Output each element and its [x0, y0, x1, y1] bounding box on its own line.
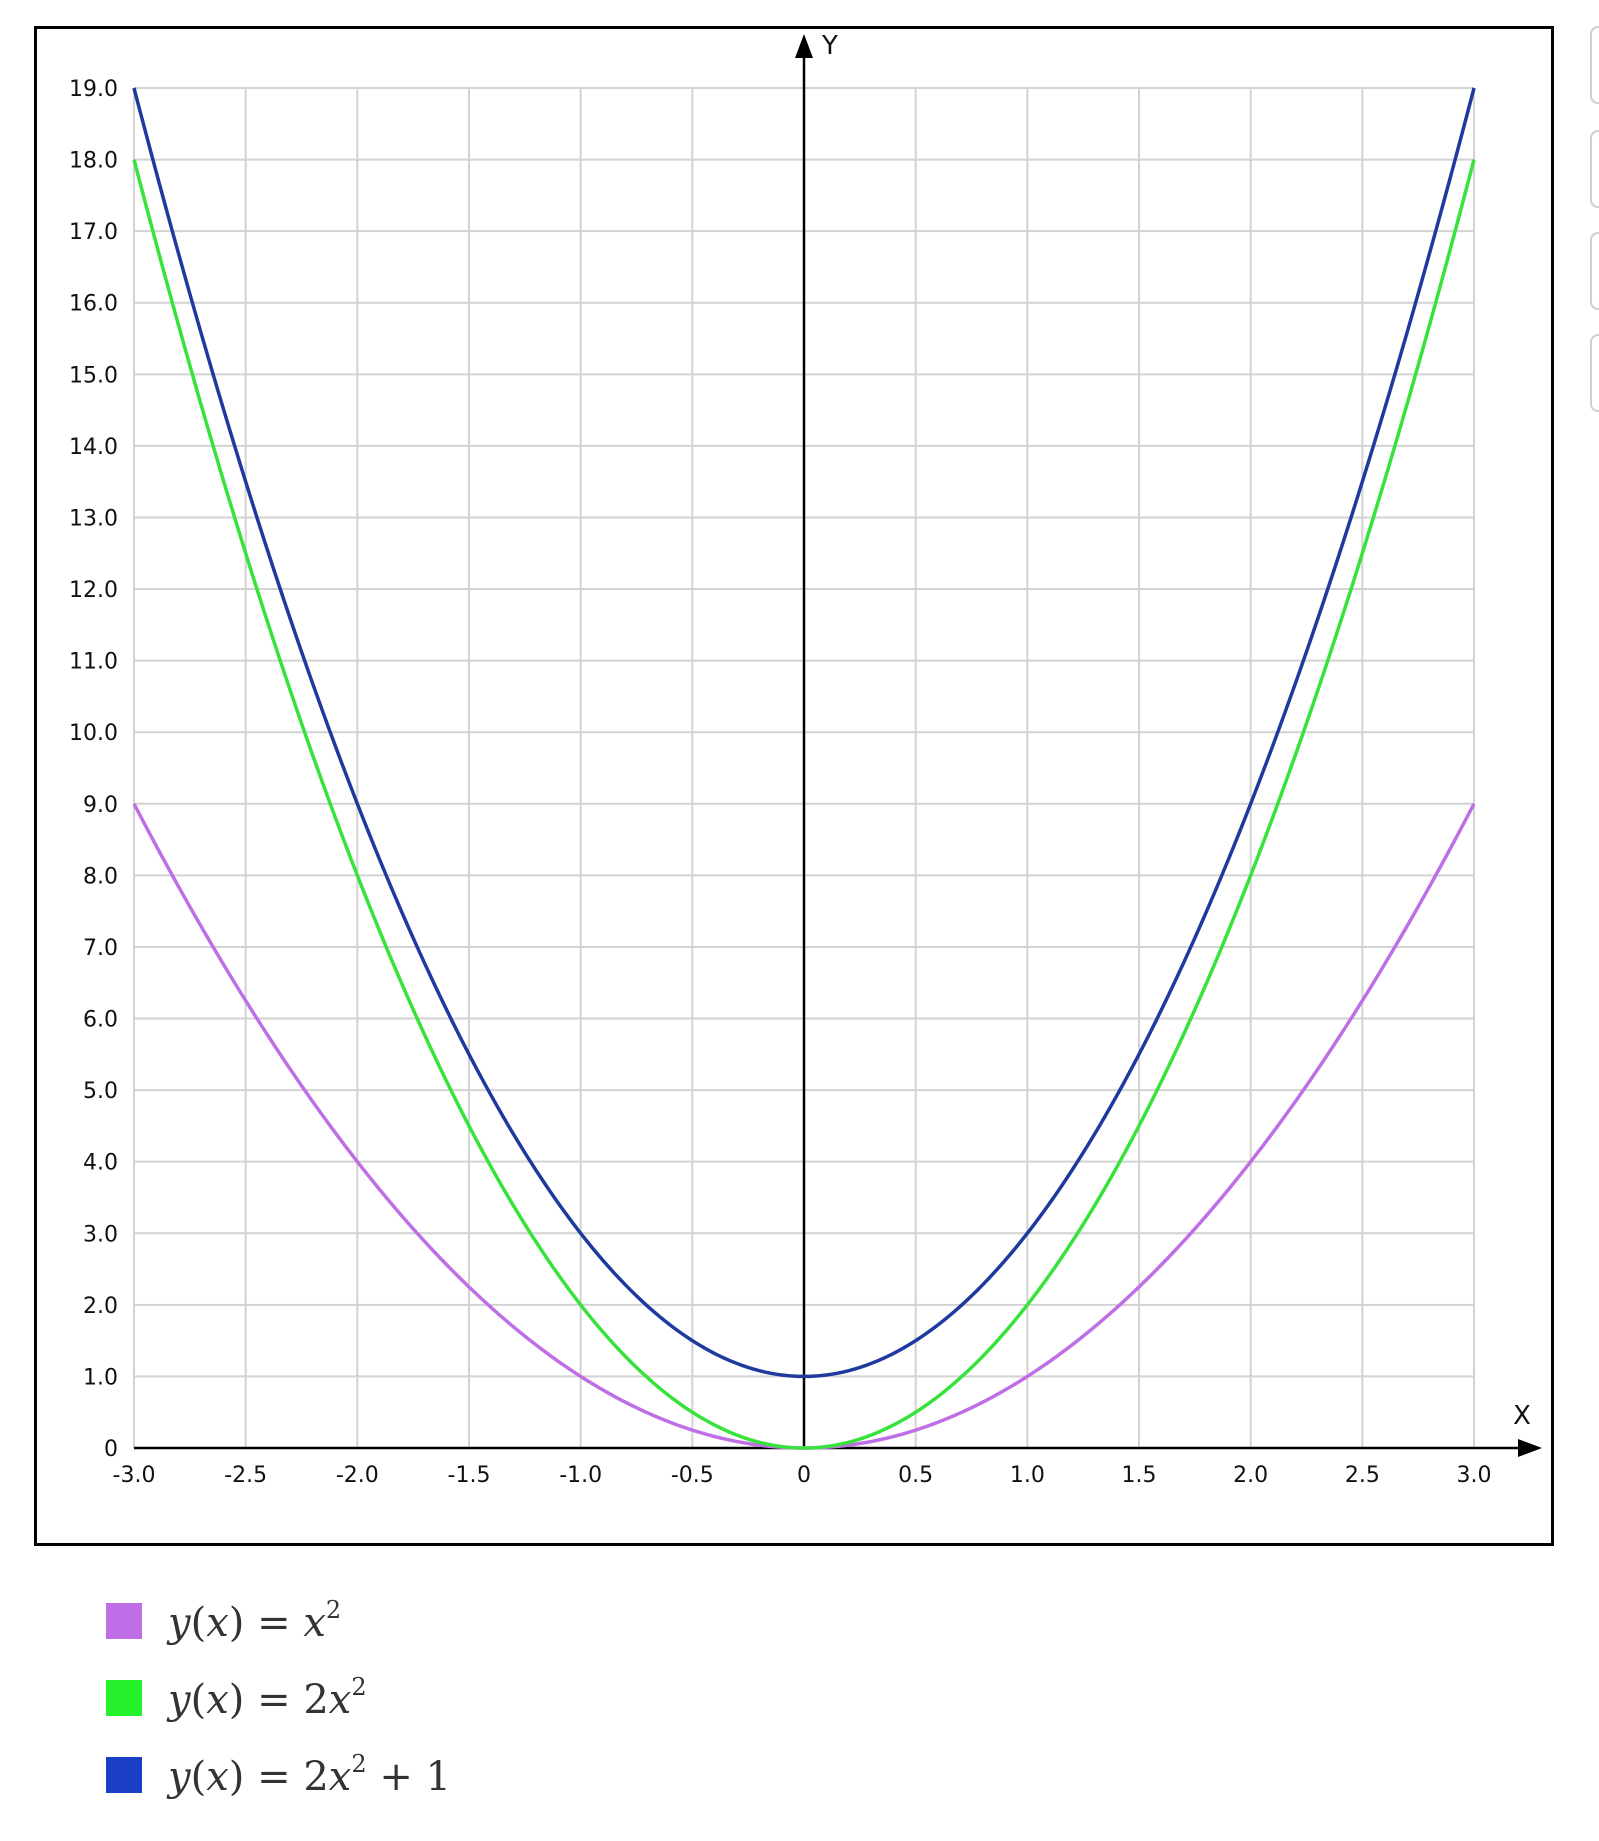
x-tick-label: 1.5: [1122, 1463, 1157, 1488]
series-line-2: [132, 159, 1476, 1450]
y-tick-label: 8.0: [83, 864, 118, 889]
legend-entry: y(x) = 2x2 + 1: [106, 1750, 451, 1800]
y-tick-label: 4.0: [83, 1151, 118, 1176]
y-tick-label: 13.0: [69, 506, 118, 531]
y-tick-label: 0: [104, 1437, 118, 1462]
axes: XY: [134, 31, 1542, 1457]
legend-label: y(x) = x2: [168, 1596, 342, 1646]
legend-entry: y(x) = 2x2: [106, 1673, 367, 1723]
legend-swatch: [106, 1603, 142, 1639]
side-panel-button[interactable]: [1590, 130, 1599, 208]
x-tick-label: -1.0: [559, 1463, 602, 1488]
x-tick-label: -3.0: [113, 1463, 156, 1488]
y-tick-label: 12.0: [69, 578, 118, 603]
y-tick-label: 9.0: [83, 793, 118, 818]
x-tick-label: 3.0: [1457, 1463, 1492, 1488]
legend-entry: y(x) = x2: [106, 1596, 341, 1646]
y-tick-label: 16.0: [69, 292, 118, 317]
y-tick-label: 3.0: [83, 1222, 118, 1247]
y-tick-label: 2.0: [83, 1294, 118, 1319]
side-panel-button[interactable]: [1590, 334, 1599, 412]
y-tick-label: 17.0: [69, 220, 118, 245]
x-axis-label: X: [1513, 1401, 1531, 1431]
x-tick-label: 1.0: [1010, 1463, 1045, 1488]
y-tick-label: 10.0: [69, 721, 118, 746]
x-tick-label: 2.5: [1345, 1463, 1380, 1488]
side-panel-button[interactable]: [1590, 26, 1599, 104]
y-tick-label: 7.0: [83, 936, 118, 961]
x-tick-label: 0: [797, 1463, 811, 1488]
y-axis-arrow: [795, 34, 813, 58]
legend-swatch: [106, 1757, 142, 1793]
y-tick-label: 5.0: [83, 1079, 118, 1104]
side-panel-button[interactable]: [1590, 232, 1599, 310]
tick-labels: -3.0 -2.5 -2.0 -1.5 -1.0 -0.5 0 0.5 1.0 1.5 2.0 2.5…: [69, 77, 1491, 1488]
y-tick-label: 15.0: [69, 363, 118, 388]
x-tick-label: -0.5: [671, 1463, 714, 1488]
x-axis-arrow: [1518, 1439, 1542, 1457]
x-tick-label: -2.0: [336, 1463, 379, 1488]
y-tick-label: 14.0: [69, 435, 118, 460]
y-axis-label: Y: [821, 31, 838, 61]
parabola-chart: XY -3.0 -2.5 -2.0 -1.5 -1.0 -0.5 0 0.5 1.0 1.5 2.0…: [69, 31, 1542, 1488]
curves: [132, 87, 1476, 1450]
chart-frame: [34, 26, 1554, 1546]
y-tick-label: 1.0: [83, 1365, 118, 1390]
y-tick-label: 6.0: [83, 1008, 118, 1033]
x-tick-label: 0.5: [898, 1463, 933, 1488]
legend-label: y(x) = 2x2: [168, 1673, 367, 1723]
legend-label: y(x) = 2x2 + 1: [168, 1750, 452, 1800]
x-tick-label: -1.5: [448, 1463, 491, 1488]
series-line-3: [132, 87, 1476, 1379]
x-tick-label: -2.5: [224, 1463, 267, 1488]
legend-swatch: [106, 1680, 142, 1716]
y-tick-label: 18.0: [69, 149, 118, 174]
y-tick-label: 11.0: [69, 650, 118, 675]
y-tick-label: 19.0: [69, 77, 118, 102]
x-tick-label: 2.0: [1233, 1463, 1268, 1488]
